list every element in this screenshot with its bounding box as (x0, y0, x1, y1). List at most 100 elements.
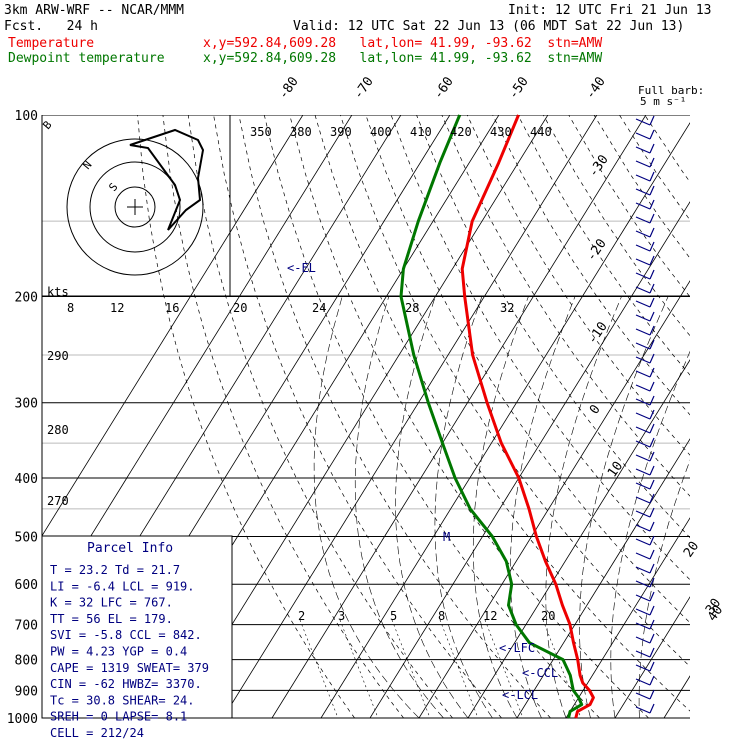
theta-e-label: 410 (410, 125, 432, 139)
isotherm-label: -80 (276, 74, 302, 102)
mixing-ratio-line (299, 619, 339, 718)
theta-e-label: 430 (490, 125, 512, 139)
wind-barb (635, 286, 651, 294)
wind-barb-flag (649, 213, 655, 224)
isotherm-label: -60 (431, 74, 457, 102)
hodo-speed-label: 32 (500, 301, 514, 315)
dry-adiabat (340, 115, 690, 667)
wind-barb (635, 468, 651, 476)
parcel-row: CAPE = 1319 SWEAT= 379 (50, 661, 209, 675)
hodo-speed-label: 12 (110, 301, 124, 315)
wind-barb-flag (649, 395, 655, 406)
dry-adiabat (593, 115, 690, 259)
wind-barb-flag (649, 493, 655, 504)
wind-barb (635, 370, 651, 378)
wind-barb (635, 300, 651, 308)
wind-barb-flag (649, 325, 655, 336)
dry-adiabat (263, 115, 600, 718)
wind-barb-flag (649, 437, 655, 448)
isotherm-line (42, 115, 353, 616)
wind-barb-flag (649, 423, 655, 434)
pressure-tick-label: 700 (15, 619, 38, 634)
wind-barb-flag (649, 157, 655, 168)
pressure-tick-label: 300 (15, 397, 38, 412)
hodograph-ring (89, 161, 181, 253)
wind-barb (635, 132, 651, 140)
init-time: Init: 12 UTC Fri 21 Jun 13 (508, 3, 712, 18)
isotherm-label: 0 (587, 402, 604, 417)
wind-barb-flag (649, 269, 655, 280)
wind-barb (635, 384, 651, 392)
mixing-ratio-label: 20 (541, 609, 555, 623)
wind-barb-flag (649, 675, 655, 686)
wind-barb-unit: 5 m s⁻¹ (640, 95, 686, 108)
isotherm-line (271, 115, 647, 718)
wind-barb-flag (649, 465, 655, 476)
mixing-ratio-label: 5 (390, 609, 397, 623)
wind-barb (635, 398, 651, 406)
wind-barb (635, 174, 651, 182)
wind-barb (635, 272, 651, 280)
wind-barb (635, 216, 651, 224)
wind-barb-flag (649, 171, 655, 182)
wind-barb (635, 566, 651, 574)
wind-barb-flag (649, 339, 655, 350)
wind-barb (635, 650, 651, 658)
theta-e-label: 380 (290, 125, 312, 139)
isotherm-label: -40 (583, 74, 609, 102)
mixing-ratio-label: 12 (483, 609, 497, 623)
model-title: 3km ARW-WRF -- NCAR/MMM (4, 3, 185, 18)
wind-barb-flag (649, 353, 655, 364)
wind-barb (635, 160, 651, 168)
wind-barb-flag (649, 507, 655, 518)
dry-adiabat (644, 115, 690, 183)
isotherm-label: -50 (506, 74, 532, 102)
wind-barbs: Full barb:5 m s⁻¹ (635, 84, 704, 714)
lfc-marker: <-LFC (499, 641, 535, 655)
isotherm-line (418, 280, 690, 718)
wind-barb-flag (649, 409, 655, 420)
wind-barb (635, 454, 651, 462)
theta-label: 280 (47, 423, 69, 437)
dry-adiabat (365, 115, 690, 624)
parcel-row: TT = 56 EL = 179. (50, 612, 173, 626)
temperature-legend: Temperature (8, 36, 95, 51)
temperature-location: x,y=592.84,609.28 lat,lon= 41.99, -93.62… (203, 36, 603, 51)
pressure-tick-label: 800 (15, 654, 38, 669)
parcel-row: CELL = 212/24 (50, 726, 144, 740)
valid-time: Valid: 12 UTC Sat 22 Jun 13 (06 MDT Sat … (293, 19, 685, 34)
wind-barb (635, 636, 651, 644)
parcel-row: CIN = -62 HWBZ= 3370. (50, 677, 202, 691)
hodo-speed-label: 28 (405, 301, 419, 315)
dry-adiabat (466, 115, 690, 456)
wind-barb (635, 440, 651, 448)
wind-barb (635, 510, 651, 518)
wind-barb-flag (649, 143, 655, 154)
isotherm-label: -10 (585, 319, 611, 347)
moist-adiabat (579, 296, 669, 718)
melting-marker: M (443, 530, 450, 544)
theta-e-label: 440 (530, 125, 552, 139)
isotherm-label: -70 (351, 74, 377, 102)
isotherm-label: 30 (703, 596, 724, 617)
wind-barb-flag (649, 535, 655, 546)
dry-adiabat (492, 115, 690, 416)
chart-grid (41, 115, 690, 719)
theta-e-label: 350 (250, 125, 272, 139)
parcel-row: LI = -6.4 LCL = 919. (50, 579, 195, 593)
wind-barb (635, 622, 651, 630)
moist-adiabat (395, 296, 469, 718)
dewpoint-trace (399, 114, 584, 719)
dry-adiabat (416, 115, 690, 539)
isotherm-label: -20 (584, 236, 610, 264)
theta-e-label: 400 (370, 125, 392, 139)
wind-barb-flag (649, 311, 655, 322)
wind-barb-flag (649, 591, 655, 602)
hodo-kts-label: kts (47, 285, 69, 299)
dry-adiabat (238, 115, 551, 718)
wind-barb-flag (649, 563, 655, 574)
wind-barb (635, 594, 651, 602)
wind-barb (635, 580, 651, 588)
wind-barb (635, 328, 651, 336)
pressure-tick-label: 400 (15, 472, 38, 487)
